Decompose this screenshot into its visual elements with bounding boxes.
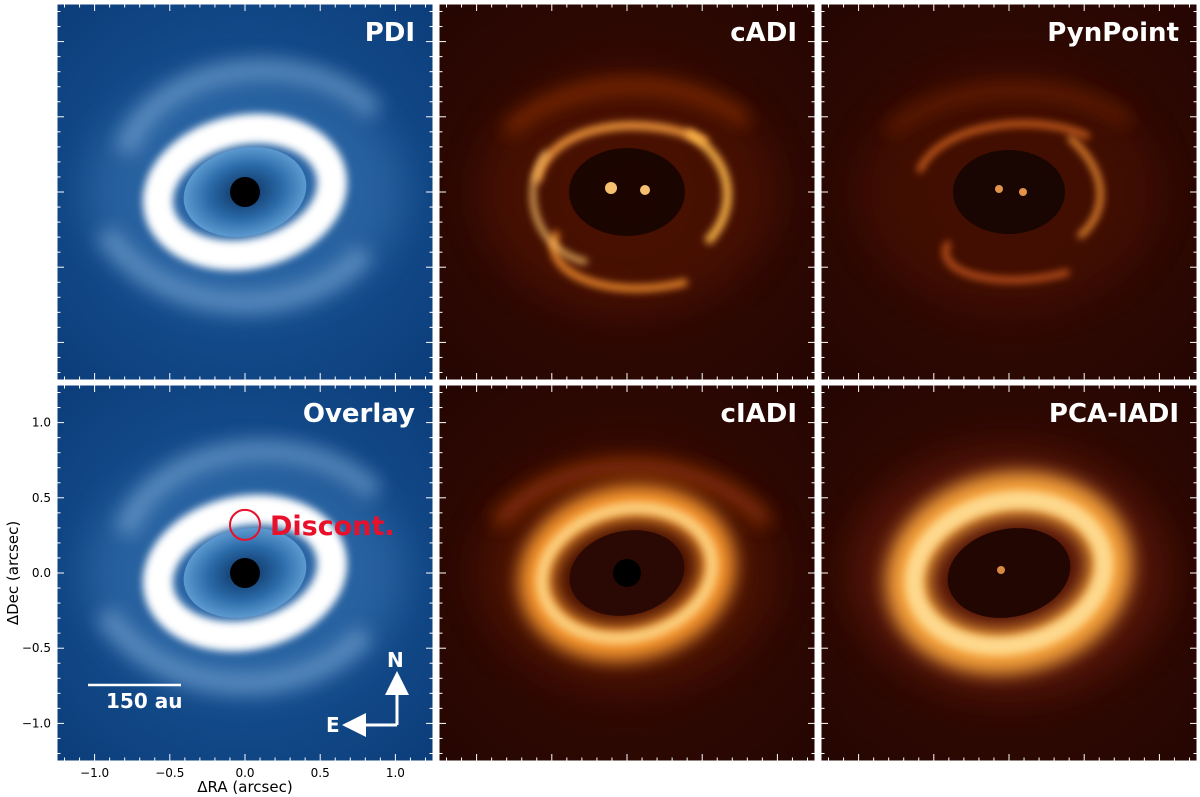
discontinuity-label: Discont. xyxy=(270,511,395,542)
panel-cadi xyxy=(439,4,815,380)
y-tick-label: 1.0 xyxy=(32,416,51,430)
north-label: N xyxy=(387,648,404,672)
panel-pynpoint xyxy=(821,4,1197,380)
y-tick-label: −1.0 xyxy=(22,716,51,730)
x-axis-label: ΔRA (arcsec) xyxy=(197,778,292,796)
scale-bar-label: 150 au xyxy=(106,689,182,713)
east-label: E xyxy=(326,713,340,737)
y-tick-label: 0.5 xyxy=(32,491,51,505)
panel-title-pynpoint: PynPoint xyxy=(1047,18,1179,48)
panel-title-cadi: cADI xyxy=(730,18,797,48)
panel-cladi xyxy=(439,385,815,761)
x-tick-label: 0.5 xyxy=(311,766,330,780)
x-tick-label: 1.0 xyxy=(386,766,405,780)
panel-title-overlay: Overlay xyxy=(303,399,415,429)
y-tick-label: −0.5 xyxy=(22,641,51,655)
x-tick-label: 0.0 xyxy=(235,766,254,780)
panel-title-pdi: PDI xyxy=(365,18,415,48)
panel-pdi xyxy=(57,4,433,380)
tick-labels: −1.0 −0.5 0.0 0.5 1.0 1.0 0.5 0.0 −0.5 −1.0 xyxy=(22,416,405,780)
x-tick-label: −0.5 xyxy=(155,766,184,780)
panel-pcaladi xyxy=(821,385,1197,761)
panel-title-pcaladi: PCA-IADI xyxy=(1049,399,1179,429)
panel-overlay xyxy=(57,385,433,761)
x-tick-label: −1.0 xyxy=(80,766,109,780)
y-axis-label: ΔDec (arcsec) xyxy=(4,521,22,625)
y-tick-label: 0.0 xyxy=(32,566,51,580)
panel-title-cladi: cIADI xyxy=(721,399,797,429)
discontinuity-circle xyxy=(228,508,262,541)
compass: N E xyxy=(326,648,409,737)
tick-marks xyxy=(57,4,1197,761)
